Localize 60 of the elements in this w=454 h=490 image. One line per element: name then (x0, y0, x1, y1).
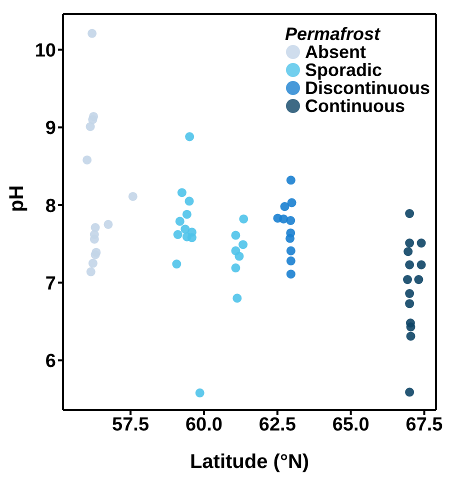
point (173, 230, 182, 240)
y-tick-label: 10 (34, 40, 56, 62)
point (405, 289, 414, 298)
point (286, 234, 295, 243)
point (405, 260, 414, 270)
point (86, 122, 95, 132)
y-axis-title: pH (6, 185, 28, 212)
point (177, 188, 186, 198)
point (182, 210, 192, 219)
point (287, 198, 296, 208)
y-tick-label: 6 (45, 351, 56, 372)
x-tick-label: 57.5 (112, 414, 150, 436)
point (82, 155, 92, 164)
point (231, 263, 240, 272)
x-tick-label: 62.5 (258, 414, 296, 436)
point (231, 230, 240, 240)
x-axis-title: Latitude (°N) (190, 451, 310, 473)
point (280, 202, 290, 212)
point (286, 216, 296, 226)
point (404, 247, 413, 256)
y-tick-label: 9 (45, 118, 56, 140)
x-tick-label: 60.0 (185, 414, 222, 436)
point (406, 332, 416, 341)
y-tick-label: 8 (45, 196, 56, 217)
point (86, 267, 96, 276)
point (286, 246, 296, 256)
point (88, 28, 97, 38)
point (172, 260, 182, 269)
point (405, 238, 414, 248)
point (416, 260, 426, 270)
point (405, 209, 414, 218)
point (88, 258, 98, 268)
legend-title: Permafrost (285, 24, 382, 44)
legend-label: Sporadic (305, 60, 382, 80)
point (184, 196, 194, 206)
point (232, 294, 242, 303)
point (414, 275, 424, 284)
point (185, 132, 194, 142)
point (195, 388, 204, 398)
point (286, 270, 296, 279)
point (238, 240, 248, 250)
point (405, 388, 414, 397)
point (286, 176, 296, 185)
x-tick-label: 67.5 (406, 414, 444, 436)
x-tick-label: 65.0 (332, 414, 370, 436)
point (187, 233, 196, 242)
point (175, 216, 184, 226)
point (405, 299, 414, 308)
point (90, 250, 100, 260)
legend-label: Continuous (305, 96, 405, 116)
legend-label: Absent (305, 42, 366, 62)
point (416, 238, 426, 248)
point (406, 322, 416, 332)
point (402, 275, 412, 284)
point (128, 192, 138, 201)
point (234, 252, 244, 261)
point (286, 256, 296, 266)
point (104, 220, 113, 229)
y-tick-label: 7 (45, 273, 56, 294)
point (239, 214, 248, 224)
